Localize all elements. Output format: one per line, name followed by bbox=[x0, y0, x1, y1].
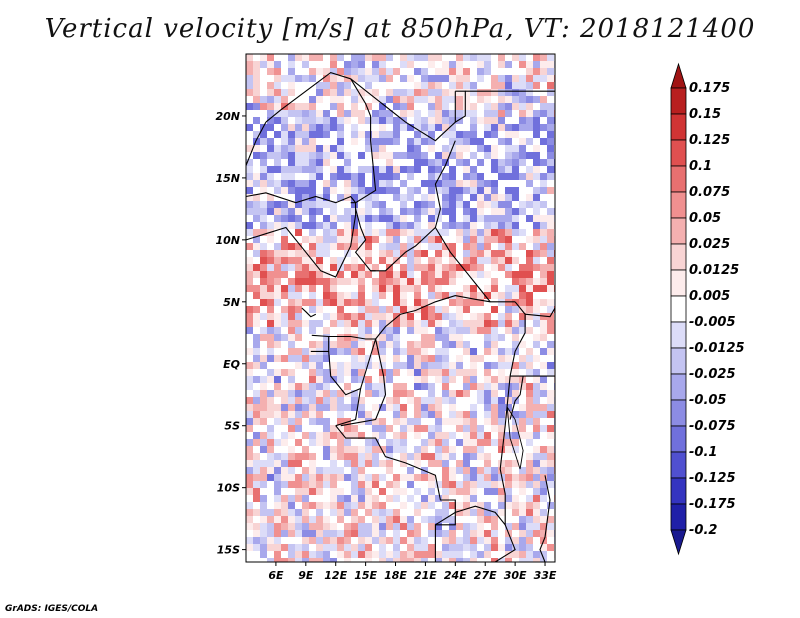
colorbar-box bbox=[670, 165, 687, 193]
colorbar: 0.175 0.15 0.125 0.1 0.075 0.05 0.025 0.0125 0.0… bbox=[670, 62, 745, 556]
colorbar-box bbox=[670, 269, 687, 297]
lat-tick-label: EQ bbox=[223, 358, 240, 371]
lon-tick-label: 6E bbox=[268, 569, 284, 582]
colorbar-label: -0.1 bbox=[689, 445, 717, 460]
colorbar-label: 0.125 bbox=[689, 133, 730, 148]
lon-tick-label: 33E bbox=[534, 569, 557, 582]
colorbar-box bbox=[670, 451, 687, 479]
colorbar-label: 0.075 bbox=[689, 185, 730, 200]
colorbar-label: -0.125 bbox=[689, 471, 736, 486]
lon-tick-label: 9E bbox=[298, 569, 314, 582]
colorbar-label: 0.025 bbox=[689, 237, 730, 252]
lat-tick-label: 15N bbox=[215, 172, 240, 185]
grads-credit: GrADS: IGES/COLA bbox=[5, 604, 99, 614]
colorbar-box bbox=[670, 113, 687, 141]
colorbar-box bbox=[670, 217, 687, 245]
colorbar-label: -0.05 bbox=[689, 393, 726, 408]
colorbar-label: -0.0125 bbox=[689, 341, 745, 356]
latitude-axis: 20N 15N 10N 5N EQ 5S 10S 15S bbox=[215, 110, 246, 557]
vertical-velocity-field bbox=[246, 54, 555, 562]
colorbar-box bbox=[670, 373, 687, 401]
colorbar-label: 0.1 bbox=[689, 159, 712, 174]
colorbar-box bbox=[670, 295, 687, 323]
lon-tick-label: 21E bbox=[414, 569, 437, 582]
colorbar-box bbox=[670, 191, 687, 219]
colorbar-box bbox=[670, 321, 687, 349]
colorbar-box bbox=[670, 139, 687, 167]
lon-tick-label: 15E bbox=[354, 569, 377, 582]
colorbar-box bbox=[670, 243, 687, 271]
country-borders bbox=[246, 71, 555, 562]
colorbar-box bbox=[670, 503, 687, 531]
longitude-axis: 6E 9E 12E 15E 18E 21E 24E 27E 30E 33E bbox=[268, 562, 557, 582]
colorbar-label: -0.2 bbox=[689, 523, 717, 538]
lon-tick-label: 12E bbox=[324, 569, 347, 582]
colorbar-label: 0.175 bbox=[689, 81, 730, 96]
lat-tick-label: 10N bbox=[215, 234, 240, 247]
colorbar-label: -0.025 bbox=[689, 367, 736, 382]
colorbar-box bbox=[670, 477, 687, 505]
colorbar-box bbox=[670, 87, 687, 115]
colorbar-arrow-top bbox=[670, 62, 687, 89]
colorbar-label: -0.005 bbox=[689, 315, 736, 330]
lon-tick-label: 27E bbox=[474, 569, 497, 582]
lat-tick-label: 5N bbox=[223, 296, 240, 309]
lat-tick-label: 10S bbox=[217, 482, 240, 495]
colorbar-label: -0.075 bbox=[689, 419, 736, 434]
lat-tick-label: 15S bbox=[217, 544, 240, 557]
lon-tick-label: 24E bbox=[444, 569, 467, 582]
colorbar-box bbox=[670, 399, 687, 427]
colorbar-label: 0.05 bbox=[689, 211, 721, 226]
lat-tick-label: 20N bbox=[215, 110, 240, 123]
colorbar-box bbox=[670, 425, 687, 453]
colorbar-label: -0.175 bbox=[689, 497, 736, 512]
colorbar-box bbox=[670, 347, 687, 375]
colorbar-arrow-bottom bbox=[670, 529, 687, 556]
colorbar-label: 0.005 bbox=[689, 289, 730, 304]
map-title: Vertical velocity [m/s] at 850hPa, VT: 2… bbox=[44, 14, 756, 44]
colorbar-label: 0.15 bbox=[689, 107, 721, 122]
lon-tick-label: 30E bbox=[504, 569, 527, 582]
colorbar-label: 0.0125 bbox=[689, 263, 739, 278]
lat-tick-label: 5S bbox=[224, 420, 240, 433]
lon-tick-label: 18E bbox=[384, 569, 407, 582]
